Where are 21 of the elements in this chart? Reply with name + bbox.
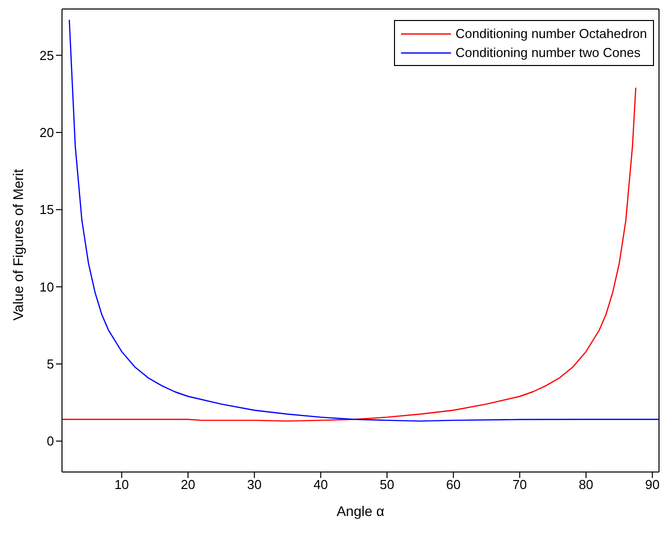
x-tick-label: 40 <box>313 477 328 492</box>
x-axis-title: Angle α <box>336 503 384 519</box>
x-tick-label: 60 <box>446 477 461 492</box>
legend-label: Conditioning number Octahedron <box>455 25 647 43</box>
x-tick-label: 50 <box>380 477 394 492</box>
legend-label: Conditioning number two Cones <box>455 44 640 62</box>
y-tick-label: 20 <box>40 125 54 140</box>
y-tick-label: 25 <box>40 48 54 63</box>
x-tick-label: 70 <box>512 477 527 492</box>
y-axis-title: Value of Figures of Merit <box>10 168 26 320</box>
y-tick-label: 10 <box>40 279 54 294</box>
y-tick-label: 0 <box>46 434 54 449</box>
y-tick-label: 15 <box>40 202 54 218</box>
x-tick-label: 30 <box>247 477 262 492</box>
x-tick-label: 20 <box>180 477 196 492</box>
x-tick-label: 80 <box>578 477 594 492</box>
line-series <box>68 19 659 422</box>
y-tick-label: 5 <box>46 356 54 372</box>
x-tick-label: 10 <box>114 477 129 492</box>
x-tick-label: 90 <box>645 477 660 492</box>
line-series <box>62 87 636 422</box>
